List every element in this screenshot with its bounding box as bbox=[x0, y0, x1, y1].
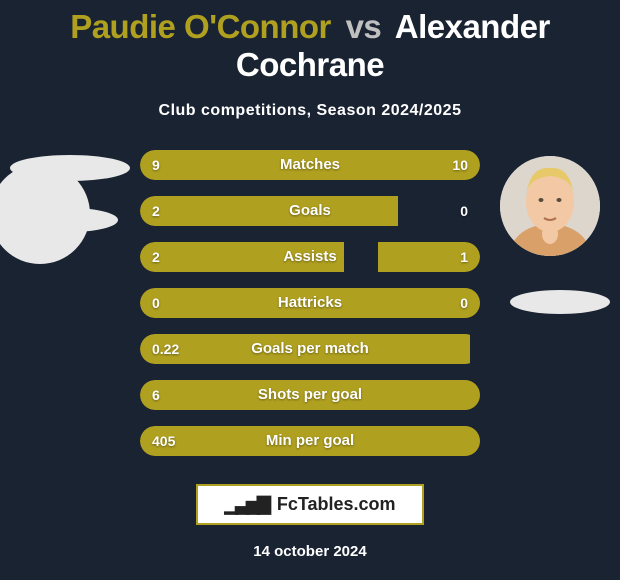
brand-badge: ▁▃▅▇ FcTables.com bbox=[196, 484, 423, 525]
brand-text: FcTables.com bbox=[277, 494, 396, 514]
stat-row: 21Assists bbox=[140, 242, 480, 272]
footer: ▁▃▅▇ FcTables.com 14 october 2024 bbox=[0, 484, 620, 560]
stat-label: Assists bbox=[140, 242, 480, 272]
stat-row: 20Goals bbox=[140, 196, 480, 226]
stat-label: Min per goal bbox=[140, 426, 480, 456]
date-label: 14 october 2024 bbox=[0, 543, 620, 560]
stat-label: Goals bbox=[140, 196, 480, 226]
decor-ellipse bbox=[510, 290, 610, 314]
stat-label: Shots per goal bbox=[140, 380, 480, 410]
stat-label: Matches bbox=[140, 150, 480, 180]
versus-label: vs bbox=[340, 8, 388, 45]
player2-photo-icon bbox=[500, 156, 600, 256]
comparison-arena: 910Matches 20Goals 21Assists 00Hattricks 0.2… bbox=[0, 150, 620, 470]
stat-row: 405Min per goal bbox=[140, 426, 480, 456]
player1-name: Paudie O'Connor bbox=[70, 8, 331, 45]
stat-label: Goals per match bbox=[140, 334, 480, 364]
stat-row: 910Matches bbox=[140, 150, 480, 180]
player2-avatar bbox=[500, 156, 600, 256]
chart-icon: ▁▃▅▇ bbox=[224, 494, 267, 514]
player1-avatar bbox=[0, 164, 90, 264]
stat-bars: 910Matches 20Goals 21Assists 00Hattricks 0.2… bbox=[140, 150, 480, 472]
stat-row: 0.22Goals per match bbox=[140, 334, 480, 364]
page-title: Paudie O'Connor vs Alexander Cochrane bbox=[0, 0, 620, 84]
stat-row: 6Shots per goal bbox=[140, 380, 480, 410]
stat-label: Hattricks bbox=[140, 288, 480, 318]
subtitle: Club competitions, Season 2024/2025 bbox=[0, 102, 620, 120]
stat-row: 00Hattricks bbox=[140, 288, 480, 318]
